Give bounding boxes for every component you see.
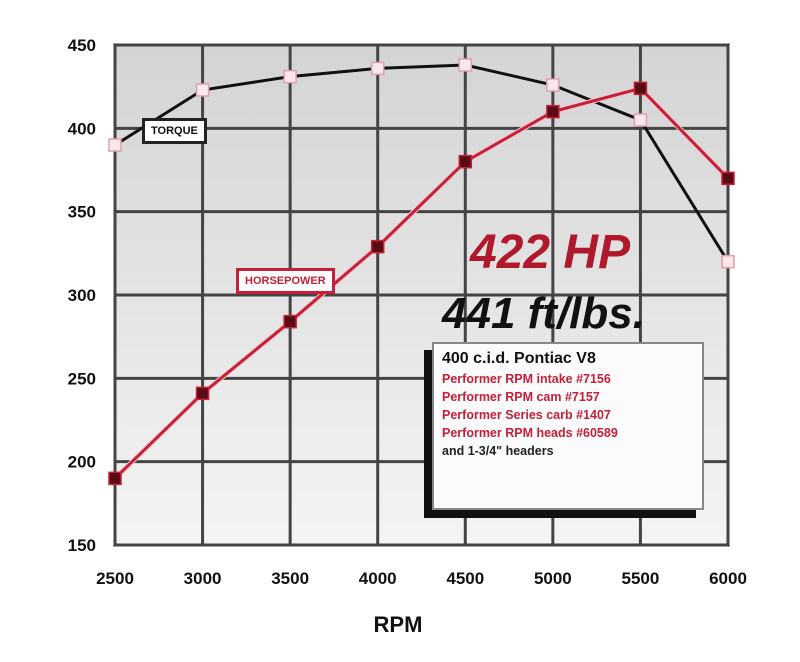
- y-tick-label: 250: [68, 369, 96, 388]
- x-tick-label: 5500: [622, 569, 660, 588]
- data-point-horsepower: [458, 154, 473, 169]
- x-tick-label: 5000: [534, 569, 572, 588]
- x-tick-label: 2500: [96, 569, 134, 588]
- data-point-torque: [370, 61, 385, 76]
- series-line-torque: [114, 63, 730, 263]
- hp-peak-annotation: 422 HP: [469, 226, 631, 279]
- x-tick-label: 4500: [446, 569, 484, 588]
- spec-title: 400 c.i.d. Pontiac V8: [442, 350, 596, 367]
- y-tick-label: 400: [68, 119, 96, 138]
- spec-line: Performer RPM heads #60589: [442, 426, 618, 440]
- legend-horsepower-label: HORSEPOWER: [236, 268, 335, 294]
- y-tick-label: 350: [68, 203, 96, 222]
- data-point-torque: [458, 58, 473, 72]
- legend-torque-label: TORQUE: [142, 118, 207, 144]
- data-point-torque: [195, 83, 210, 97]
- series-line-horsepower: [113, 86, 730, 480]
- data-point-torque: [108, 138, 122, 152]
- data-point-horsepower: [633, 81, 648, 96]
- spec-line: Performer RPM intake #7156: [442, 372, 611, 386]
- y-tick-label: 300: [68, 286, 96, 305]
- x-tick-label: 3000: [184, 569, 222, 588]
- x-tick-label: 4000: [359, 569, 397, 588]
- data-point-torque: [283, 69, 297, 84]
- data-point-horsepower: [283, 314, 297, 329]
- data-point-horsepower: [195, 386, 210, 401]
- data-point-horsepower: [721, 171, 735, 186]
- spec-line: Performer RPM cam #7157: [442, 390, 600, 404]
- y-tick-label: 450: [68, 36, 96, 55]
- data-point-torque: [721, 254, 735, 269]
- x-tick-label: 3500: [271, 569, 309, 588]
- torque-peak-annotation: 441 ft/lbs.: [441, 289, 645, 338]
- data-point-torque: [546, 78, 560, 92]
- x-axis-label: RPM: [374, 612, 423, 637]
- data-point-horsepower: [370, 239, 385, 254]
- spec-line: and 1-3/4" headers: [442, 444, 554, 458]
- y-tick-label: 200: [68, 453, 96, 472]
- data-point-horsepower: [108, 471, 122, 486]
- data-point-horsepower: [546, 104, 560, 119]
- engine-spec-box: 400 c.i.d. Pontiac V8 Performer RPM inta…: [432, 342, 704, 510]
- y-tick-label: 150: [68, 536, 96, 555]
- spec-line: Performer Series carb #1407: [442, 408, 611, 422]
- data-point-torque: [633, 113, 648, 127]
- x-tick-label: 6000: [709, 569, 747, 588]
